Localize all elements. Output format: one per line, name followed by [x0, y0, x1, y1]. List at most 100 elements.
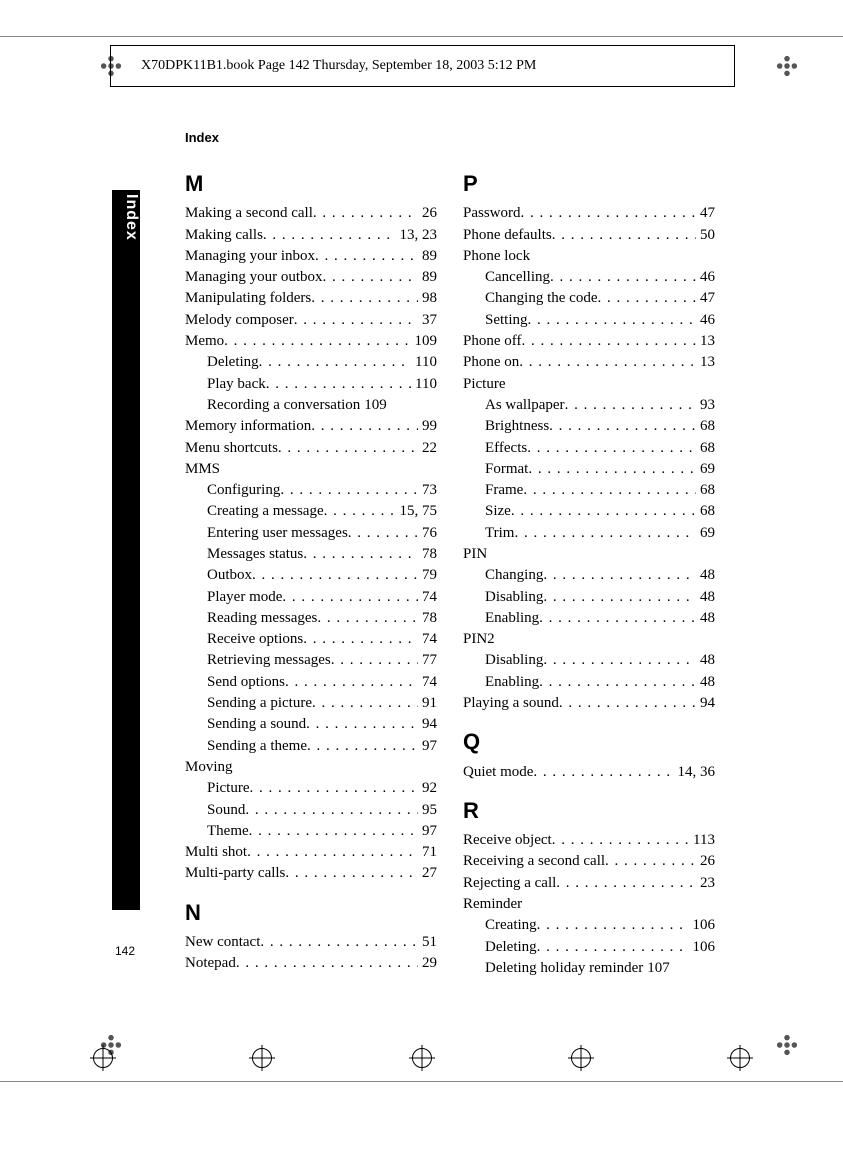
index-entry: Sending a theme97 — [185, 736, 437, 757]
index-entry: Receiving a second call 26 — [463, 851, 715, 872]
index-entry-page: 14, 36 — [674, 762, 716, 783]
index-entry-page: 78 — [418, 544, 437, 565]
index-entry: Picture — [463, 374, 715, 395]
index-column-left: MMaking a second call26Making calls13, 2… — [185, 168, 437, 979]
leader-dots — [511, 501, 696, 522]
index-entry: Phone defaults50 — [463, 225, 715, 246]
registration-mark-icon — [90, 1045, 116, 1071]
leader-dots — [312, 693, 418, 714]
index-entry-label: Phone on — [463, 352, 519, 373]
index-entry-page: 74 — [418, 629, 437, 650]
index-entry: Effects68 — [463, 438, 715, 459]
side-tab: Index — [112, 190, 140, 910]
index-entry: Player mode74 — [185, 587, 437, 608]
index-entry-label: Phone lock — [463, 246, 530, 267]
index-entry: Frame68 — [463, 480, 715, 501]
index-entry-label: Receiving a second call — [463, 851, 605, 872]
index-entry: Multi-party calls27 — [185, 863, 437, 884]
leader-dots — [533, 762, 673, 783]
leader-dots — [282, 587, 418, 608]
index-entry-page: 77 — [418, 650, 437, 671]
leader-dots — [278, 438, 418, 459]
index-entry: Format69 — [463, 459, 715, 480]
leader-dots — [550, 267, 696, 288]
index-entry: Phone lock — [463, 246, 715, 267]
index-entry-label: Memory information — [185, 416, 311, 437]
index-entry: Quiet mode14, 36 — [463, 762, 715, 783]
leader-dots — [521, 331, 696, 352]
index-entry: Memory information 99 — [185, 416, 437, 437]
index-entry-label: Play back — [207, 374, 266, 395]
registration-mark-icon — [409, 1045, 435, 1071]
index-entry-label: As wallpaper — [485, 395, 565, 416]
section-heading: Index — [185, 130, 219, 145]
index-entry-label: Deleting — [207, 352, 259, 373]
index-entry-label: Theme — [207, 821, 249, 842]
index-entry-label: Retrieving messages — [207, 650, 331, 671]
index-entry-label: Memo — [185, 331, 224, 352]
index-entry-label: Picture — [207, 778, 250, 799]
index-entry: Recording a conversation109 — [185, 395, 437, 416]
index-entry-label: Size — [485, 501, 511, 522]
index-entry-page: 94 — [418, 714, 437, 735]
index-entry: Cancelling46 — [463, 267, 715, 288]
index-letter-heading: R — [463, 795, 715, 826]
index-entry: Creating106 — [463, 915, 715, 936]
index-entry-page: 69 — [696, 459, 715, 480]
index-entry-label: Notepad — [185, 953, 236, 974]
index-entry-page: 37 — [418, 310, 437, 331]
index-entry-page: 89 — [418, 246, 437, 267]
index-entry-page: 26 — [696, 851, 715, 872]
index-entry: Messages status78 — [185, 544, 437, 565]
index-entry-page: 113 — [689, 830, 715, 851]
leader-dots — [315, 246, 418, 267]
index-entry-page: 99 — [418, 416, 437, 437]
index-entry-label: Disabling — [485, 650, 543, 671]
index-entry-page: 68 — [696, 501, 715, 522]
index-entry-page: 48 — [696, 565, 715, 586]
leader-dots — [605, 851, 696, 872]
index-entry-label: Sending a theme — [207, 736, 307, 757]
index-entry-label: Setting — [485, 310, 528, 331]
leader-dots — [303, 629, 418, 650]
index-entry-page: 48 — [696, 608, 715, 629]
index-entry: Deleting holiday reminder107 — [463, 958, 715, 979]
index-entry-label: Brightness — [485, 416, 549, 437]
leader-dots — [224, 331, 410, 352]
index-entry: Deleting106 — [463, 937, 715, 958]
index-entry-page: 79 — [418, 565, 437, 586]
index-entry: Picture92 — [185, 778, 437, 799]
index-entry-label: Managing your outbox — [185, 267, 322, 288]
leader-dots — [348, 523, 418, 544]
index-entry-label: Receive object — [463, 830, 552, 851]
index-entry: Send options74 — [185, 672, 437, 693]
index-entry: Managing your outbox89 — [185, 267, 437, 288]
index-entry-label: Picture — [463, 374, 506, 395]
index-entry-label: Sound — [207, 800, 245, 821]
leader-dots — [324, 501, 396, 522]
index-entry: Phone on13 — [463, 352, 715, 373]
index-entry-label: MMS — [185, 459, 220, 480]
index-entry-label: Recording a conversation — [207, 395, 360, 416]
index-entry-label: Configuring — [207, 480, 280, 501]
index-entry-label: Password — [463, 203, 521, 224]
index-letter-heading: M — [185, 168, 437, 199]
index-entry-page: 23 — [696, 873, 715, 894]
registration-mark-icon — [249, 1045, 275, 1071]
index-entry: PIN2 — [463, 629, 715, 650]
index-entry-page: 106 — [689, 937, 716, 958]
registration-mark-icon — [568, 1045, 594, 1071]
index-entry-label: Sending a sound — [207, 714, 306, 735]
leader-dots — [559, 693, 696, 714]
index-entry-page: 110 — [411, 374, 437, 395]
index-entry: MMS — [185, 459, 437, 480]
index-entry-page: 71 — [418, 842, 437, 863]
index-entry: Enabling 48 — [463, 608, 715, 629]
leader-dots — [549, 416, 696, 437]
index-entry-page: 48 — [696, 672, 715, 693]
index-letter-heading: N — [185, 897, 437, 928]
index-entry: Manipulating folders98 — [185, 288, 437, 309]
index-entry-page: 68 — [696, 480, 715, 501]
index-entry-page: 47 — [696, 288, 715, 309]
index-entry-label: Enabling — [485, 608, 539, 629]
